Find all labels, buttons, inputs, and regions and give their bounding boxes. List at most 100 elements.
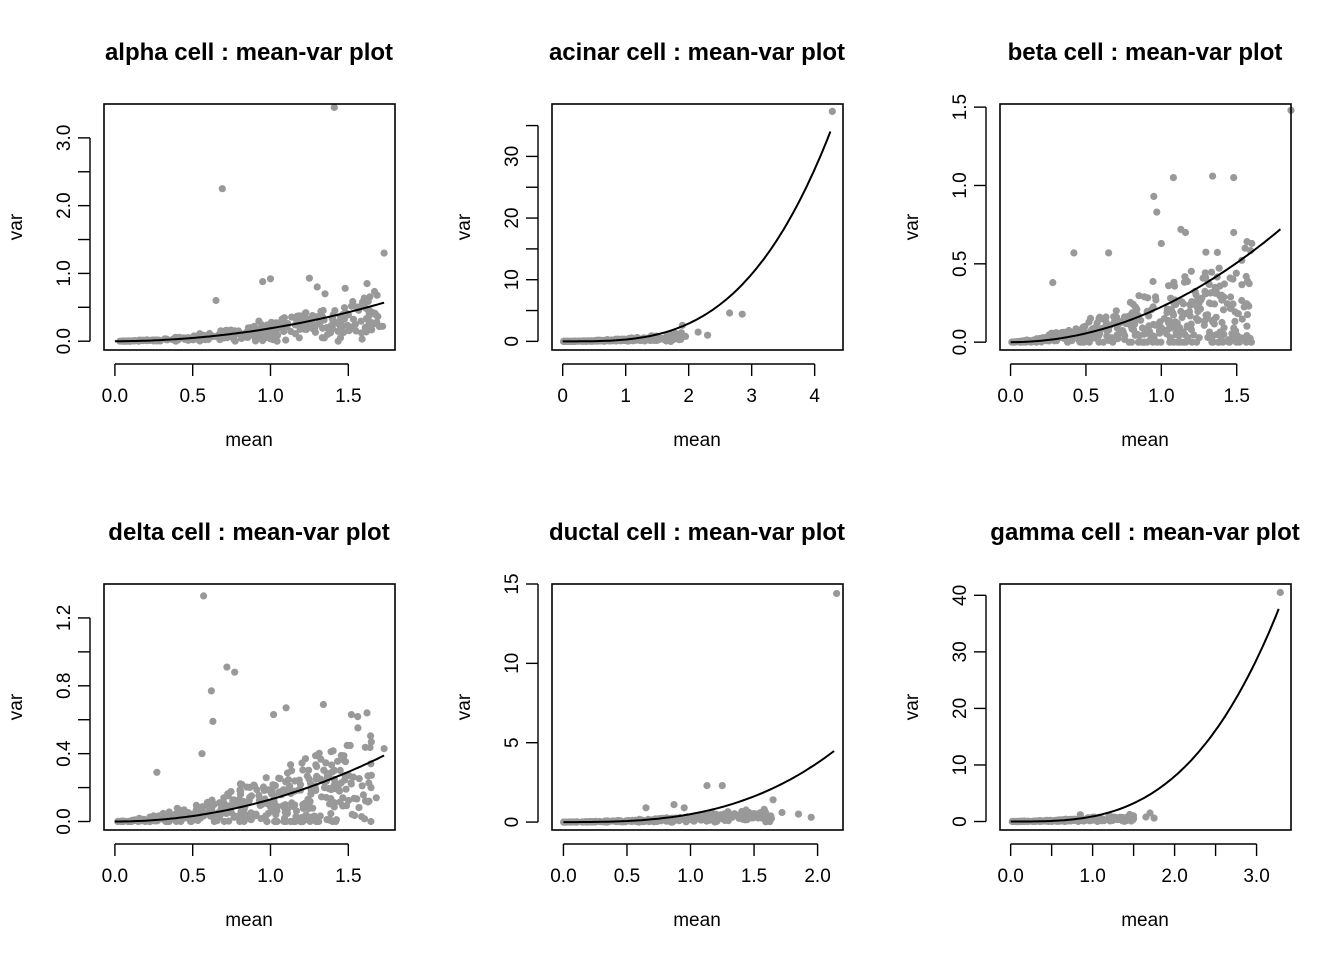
data-point — [1199, 274, 1207, 282]
data-point — [670, 801, 678, 809]
x-axis: 0.0 0.5 1.0 1.5 — [997, 363, 1250, 407]
data-point — [279, 786, 287, 794]
data-point — [1175, 332, 1183, 340]
data-point — [1218, 291, 1226, 299]
data-point — [332, 817, 340, 826]
data-point — [279, 802, 287, 810]
data-point — [348, 810, 356, 819]
data-point — [198, 750, 206, 758]
data-point — [1111, 317, 1119, 325]
data-point — [262, 774, 270, 782]
points — [114, 592, 388, 826]
data-point — [1150, 814, 1158, 822]
data-point — [1243, 322, 1251, 330]
data-point — [362, 315, 371, 323]
fitted-curve — [562, 131, 832, 343]
data-point — [282, 336, 290, 344]
data-point — [1213, 248, 1221, 256]
data-point — [278, 315, 286, 323]
plot-frame — [103, 583, 396, 831]
data-point — [324, 816, 333, 824]
data-point — [1209, 318, 1217, 326]
data-point — [327, 810, 335, 818]
y-tick-label: 1.5 — [950, 94, 971, 120]
data-point — [1076, 811, 1084, 819]
data-point — [331, 307, 339, 315]
x-tick-label: 0.0 — [102, 386, 128, 407]
data-point — [364, 297, 372, 306]
data-point — [738, 310, 746, 318]
data-point — [291, 817, 299, 826]
data-point — [231, 668, 239, 676]
y-axis: 0.0 0.4 0.8 1.2 — [54, 605, 91, 835]
data-point — [208, 796, 216, 804]
panel-1: alpha cell : mean-var plot mean var 0.0 0.5 1… — [6, 39, 396, 451]
x-tick-label: 4 — [809, 386, 820, 407]
x-tick-label: 3 — [746, 386, 757, 407]
data-point — [1049, 279, 1057, 287]
x-axis: 0.0 0.5 1.0 1.5 2.0 — [550, 843, 831, 887]
data-point — [1215, 264, 1223, 272]
data-point — [1216, 282, 1224, 290]
data-point — [1180, 278, 1189, 286]
data-point — [1093, 319, 1101, 327]
x-axis-label: mean — [225, 430, 273, 451]
data-point — [327, 748, 335, 756]
y-axis-label: var — [454, 213, 475, 240]
data-point — [1220, 324, 1228, 332]
data-point — [1242, 272, 1250, 281]
data-point — [1248, 239, 1256, 248]
data-point — [1153, 208, 1161, 216]
data-point — [1230, 174, 1238, 182]
data-point — [324, 330, 332, 338]
data-point — [1150, 192, 1158, 200]
x-tick-label: 1.5 — [1224, 386, 1250, 407]
data-point — [1169, 338, 1177, 346]
data-point — [1219, 306, 1228, 314]
data-point — [1192, 314, 1201, 322]
data-point — [357, 317, 365, 325]
data-point — [1157, 338, 1165, 346]
x-tick-label: 0.5 — [614, 866, 640, 887]
data-point — [1276, 588, 1284, 597]
data-point — [1181, 228, 1190, 237]
data-point — [1182, 309, 1190, 318]
data-point — [298, 759, 306, 767]
data-point — [322, 793, 330, 802]
data-point — [295, 776, 303, 784]
data-point — [153, 768, 161, 776]
data-point — [313, 283, 321, 291]
data-point — [266, 275, 275, 283]
y-axis: 0 10 20 30 — [502, 124, 539, 347]
data-point — [1149, 277, 1157, 286]
data-point — [1126, 312, 1134, 320]
data-point — [296, 817, 305, 826]
data-point — [352, 327, 360, 335]
data-point — [358, 335, 366, 343]
panel-title: acinar cell : mean-var plot — [549, 39, 845, 66]
data-point — [308, 312, 317, 320]
y-tick-label: 0.5 — [950, 251, 971, 277]
data-point — [1167, 305, 1175, 314]
data-point — [1178, 298, 1186, 306]
data-point — [1109, 338, 1117, 346]
plot-frame — [999, 103, 1292, 351]
data-point — [1105, 249, 1113, 257]
data-point — [260, 786, 268, 795]
data-point — [1194, 295, 1202, 303]
data-point — [213, 814, 221, 822]
data-point — [760, 805, 768, 814]
data-point — [1169, 174, 1177, 182]
data-point — [1217, 332, 1225, 340]
data-point — [340, 304, 349, 312]
data-point — [1146, 327, 1154, 336]
x-tick-label: 2.0 — [804, 866, 830, 887]
data-point — [379, 322, 387, 330]
data-point — [354, 713, 362, 721]
x-tick-label: 1.0 — [1148, 386, 1174, 407]
data-point — [339, 802, 347, 810]
y-axis-label: var — [902, 213, 923, 240]
data-point — [833, 589, 841, 598]
data-point — [341, 284, 349, 292]
